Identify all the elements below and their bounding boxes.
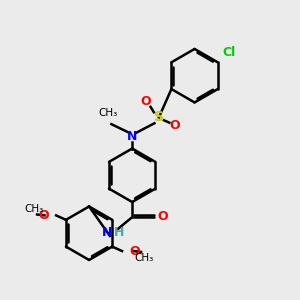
Text: O: O	[38, 209, 49, 222]
Text: O: O	[129, 244, 140, 258]
Text: CH₃: CH₃	[134, 253, 154, 262]
Text: H: H	[114, 226, 124, 239]
Text: N: N	[102, 226, 112, 239]
Text: CH₃: CH₃	[25, 204, 44, 214]
Text: Cl: Cl	[222, 46, 236, 59]
Text: O: O	[169, 119, 180, 132]
Text: O: O	[140, 95, 151, 108]
Text: O: O	[158, 210, 168, 224]
Text: S: S	[154, 110, 164, 124]
Text: N: N	[127, 130, 137, 143]
Text: CH₃: CH₃	[99, 108, 118, 118]
